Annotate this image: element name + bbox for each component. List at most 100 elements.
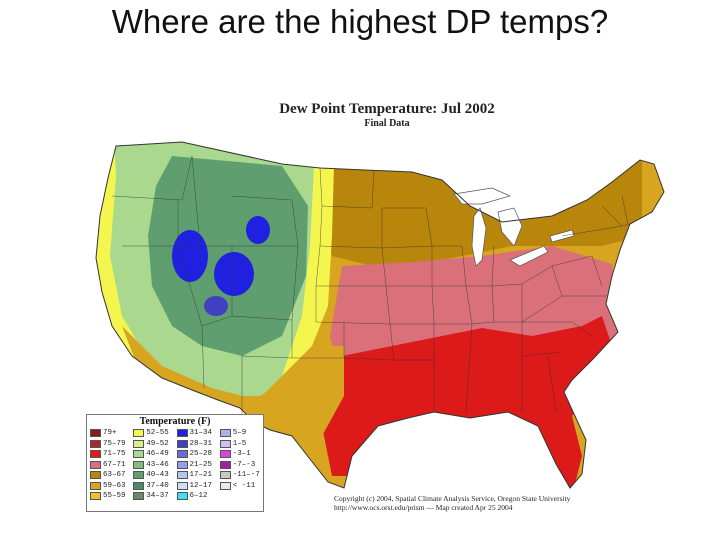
legend-item: 43–46 <box>133 460 176 470</box>
texas-west-region <box>262 346 344 436</box>
map-legend: Temperature (F) 79+ 75–79 71–75 67–71 63–67 5… <box>86 414 264 512</box>
state-borders <box>111 155 631 414</box>
us-outline <box>95 141 665 489</box>
transition-strip-region <box>268 166 334 402</box>
legend-item: 63–67 <box>90 470 133 480</box>
legend-item: 52–55 <box>133 428 176 438</box>
map-subtitle: Final Data <box>364 118 410 129</box>
lake-erie <box>509 245 549 267</box>
legend-swatch <box>176 471 188 479</box>
legend-label: 37–40 <box>146 481 169 490</box>
legend-label: -3–1 <box>232 450 251 458</box>
slide-title: Where are the highest DP temps? <box>111 3 609 40</box>
legend-swatch <box>90 492 101 500</box>
legend-swatch <box>90 481 101 490</box>
legend-swatch <box>133 460 145 469</box>
legend-swatch <box>133 439 145 448</box>
legend-swatch <box>176 460 188 469</box>
legend-swatch <box>176 450 188 458</box>
legend-label: 40–43 <box>146 471 169 479</box>
legend-column: 79+ 75–79 71–75 67–71 63–67 59–63 55–59 <box>90 428 133 502</box>
legend-item: 21–25 <box>176 460 220 470</box>
legend-item: 1–5 <box>219 439 263 449</box>
legend-label: 17–21 <box>189 471 213 479</box>
legend-item: 37–40 <box>133 481 176 491</box>
map-title: Dew Point Temperature: Jul 2002 <box>279 101 495 117</box>
legend-swatch <box>176 429 188 437</box>
legend-swatch <box>219 481 231 490</box>
legend-label: 34–37 <box>146 492 169 500</box>
legend-item: 17–21 <box>176 470 220 480</box>
legend-swatch <box>219 429 231 437</box>
legend-item: 46–49 <box>133 449 176 459</box>
dry-patch-utah <box>214 252 254 296</box>
legend-swatch <box>133 481 145 490</box>
legend-label: 55–59 <box>103 492 126 500</box>
legend-swatch <box>176 492 188 500</box>
legend-item: -7–-3 <box>219 460 263 470</box>
legend-label: 63–67 <box>103 471 126 479</box>
lake-huron <box>497 207 523 247</box>
dry-patch-south <box>204 296 228 316</box>
legend-item: 34–37 <box>133 491 176 501</box>
legend-item: 71–75 <box>90 449 133 459</box>
legend-label: 6–12 <box>189 492 208 500</box>
legend-item: 12–17 <box>176 481 220 491</box>
legend-label: 21–25 <box>189 460 213 469</box>
legend-label: < -11 <box>232 481 256 490</box>
legend-label: 71–75 <box>103 450 126 458</box>
legend-item: -3–1 <box>219 449 263 459</box>
legend-label: 75–79 <box>103 439 126 448</box>
legend-label: 28–31 <box>189 439 213 448</box>
legend-columns: 79+ 75–79 71–75 67–71 63–67 59–63 55–59 52–55 49… <box>87 428 263 502</box>
legend-label: 46–49 <box>146 450 169 458</box>
legend-swatch <box>90 460 101 469</box>
legend-label: 52–55 <box>146 429 169 437</box>
legend-swatch <box>176 439 188 448</box>
dew-point-map-panel: Dew Point Temperature: Jul 2002 Final Da… <box>82 96 674 514</box>
dry-patch-wyoming <box>246 216 270 244</box>
legend-swatch <box>219 460 231 469</box>
legend-swatch <box>90 471 101 479</box>
lake-michigan <box>471 207 487 267</box>
copyright-line-1: Copyright (c) 2004, Spatial Climate Anal… <box>334 494 571 503</box>
legend-item: 55–59 <box>90 491 133 501</box>
copyright-line-2: http://www.ocs.orst.edu/prism — Map crea… <box>334 503 513 512</box>
legend-swatch <box>176 481 188 490</box>
legend-swatch <box>219 450 231 458</box>
legend-item: 25–28 <box>176 449 220 459</box>
legend-label: -11–-7 <box>232 471 260 479</box>
legend-label: 49–52 <box>146 439 169 448</box>
legend-column: 31–34 28–31 25–28 21–25 17–21 12–17 6–12 <box>176 428 220 502</box>
legend-swatch <box>219 439 231 448</box>
legend-label: 79+ <box>103 429 117 437</box>
legend-item: 31–34 <box>176 428 220 438</box>
legend-item: 28–31 <box>176 439 220 449</box>
us-dew-point-map <box>95 141 665 489</box>
legend-column: 52–55 49–52 46–49 43–46 40–43 37–40 34–37 <box>133 428 176 502</box>
legend-label: 1–5 <box>232 439 247 448</box>
legend-item: 6–12 <box>176 491 220 501</box>
legend-label: 59–63 <box>103 481 126 490</box>
legend-label: 43–46 <box>146 460 169 469</box>
legend-item: < -11 <box>219 481 263 491</box>
legend-swatch <box>90 450 101 458</box>
legend-swatch <box>133 429 145 437</box>
legend-swatch <box>219 471 231 479</box>
dry-patch-great-basin <box>172 230 208 282</box>
legend-swatch <box>133 450 145 458</box>
copyright-notice: Copyright (c) 2004, Spatial Climate Anal… <box>334 494 672 512</box>
legend-label: 12–17 <box>189 481 213 490</box>
legend-item: 67–71 <box>90 460 133 470</box>
legend-title: Temperature (F) <box>139 416 211 427</box>
legend-item: 5–9 <box>219 428 263 438</box>
legend-label: 25–28 <box>189 450 213 458</box>
legend-swatch <box>133 492 145 500</box>
legend-column: 5–9 1–5 -3–1 -7–-3 -11–-7 < -11 <box>219 428 263 502</box>
legend-label: 67–71 <box>103 460 126 469</box>
legend-label: 31–34 <box>189 429 213 437</box>
legend-label: 5–9 <box>232 429 247 437</box>
legend-item: 59–63 <box>90 481 133 491</box>
legend-swatch <box>90 439 101 448</box>
legend-item: 40–43 <box>133 470 176 480</box>
